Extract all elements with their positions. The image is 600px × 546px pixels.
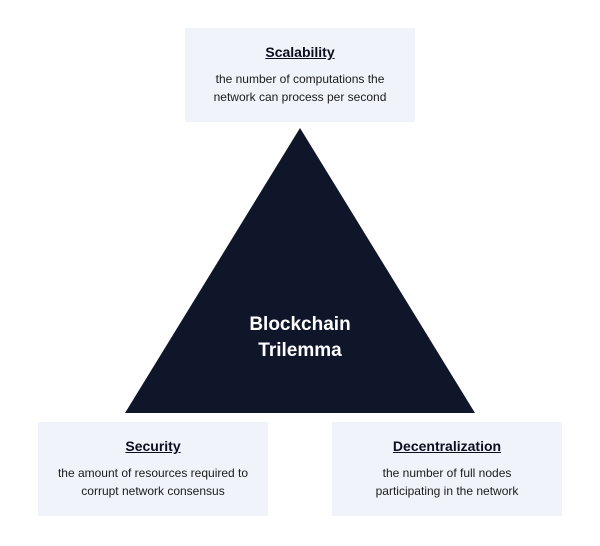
decentralization-title: Decentralization [350,438,544,454]
scalability-title: Scalability [203,44,397,60]
scalability-desc: the number of computations the network c… [203,70,397,106]
triangle-shape [125,128,475,413]
trilemma-diagram: Blockchain Trilemma Scalability the numb… [0,0,600,546]
scalability-box: Scalability the number of computations t… [185,28,415,122]
security-desc: the amount of resources required to corr… [56,464,250,500]
triangle-label: Blockchain Trilemma [249,312,350,363]
decentralization-desc: the number of full nodes participating i… [350,464,544,500]
security-box: Security the amount of resources require… [38,422,268,516]
decentralization-box: Decentralization the number of full node… [332,422,562,516]
triangle-label-line2: Trilemma [258,340,341,361]
triangle-label-line1: Blockchain [249,314,350,335]
security-title: Security [56,438,250,454]
